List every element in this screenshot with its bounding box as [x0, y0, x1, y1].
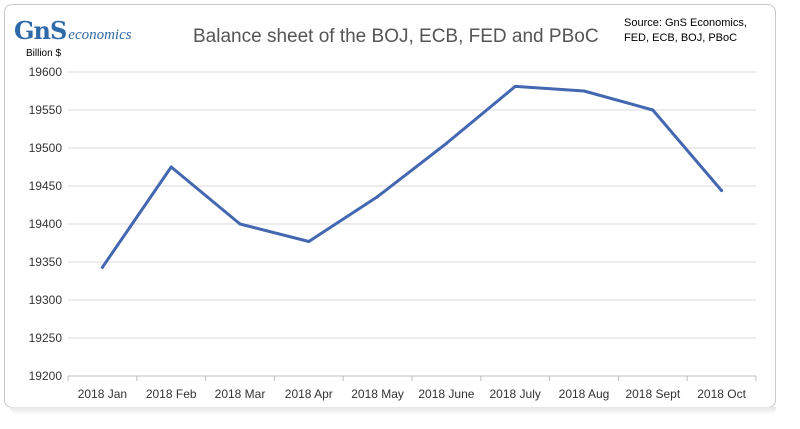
source-note: Source: GnS Economics, FED, ECB, BOJ, PB…	[624, 16, 747, 46]
data-point	[444, 141, 448, 145]
y-tick-label: 19200	[29, 369, 63, 383]
y-tick-label: 19500	[29, 141, 63, 155]
data-point	[582, 89, 586, 93]
data-point	[651, 108, 655, 112]
data-point	[513, 84, 517, 88]
data-point	[376, 195, 380, 199]
x-tick-label: 2018 Jan	[78, 387, 127, 401]
y-tick-label: 19350	[29, 255, 63, 269]
x-tick-label: 2018 Oct	[697, 387, 746, 401]
x-tick-label: 2018 Aug	[559, 387, 610, 401]
source-line-1: Source: GnS Economics,	[624, 17, 747, 29]
y-tick-labels: 19200 19250 19300 19350 19400 19450 19500 19550…	[29, 65, 63, 383]
gridlines	[67, 71, 757, 381]
logo: GnS economics	[14, 16, 132, 45]
logo-text: economics	[68, 27, 132, 43]
source-line-2: FED, ECB, BOJ, PBoC	[624, 32, 738, 44]
chart-title: Balance sheet of the BOJ, ECB, FED and P…	[193, 26, 599, 47]
x-tick-label: 2018 July	[490, 387, 541, 401]
y-tick-label: 19250	[29, 331, 63, 345]
data-point	[169, 165, 173, 169]
x-tick-label: 2018 Mar	[215, 387, 266, 401]
chart-frame	[4, 4, 776, 408]
data-point	[238, 222, 242, 226]
series-line	[100, 84, 724, 269]
data-point	[100, 265, 104, 269]
data-point	[307, 239, 311, 243]
x-tick-labels: 2018 Jan 2018 Feb 2018 Mar 2018 Apr 2018 May…	[78, 387, 747, 401]
y-tick-label: 19450	[29, 179, 63, 193]
x-tick-label: 2018 June	[418, 387, 474, 401]
y-axis-unit: Billion $	[26, 48, 62, 59]
x-tick-label: 2018 Sept	[625, 387, 680, 401]
y-tick-label: 19600	[29, 65, 63, 79]
y-tick-label: 19300	[29, 293, 63, 307]
x-tick-label: 2018 May	[351, 387, 404, 401]
y-tick-label: 19550	[29, 103, 63, 117]
x-tick-label: 2018 Feb	[146, 387, 197, 401]
y-tick-label: 19400	[29, 217, 63, 231]
logo-mark: GnS	[14, 16, 67, 45]
frame-shadow	[10, 407, 776, 415]
series-group	[100, 84, 724, 269]
x-tick-label: 2018 Apr	[285, 387, 333, 401]
data-point	[720, 189, 724, 193]
